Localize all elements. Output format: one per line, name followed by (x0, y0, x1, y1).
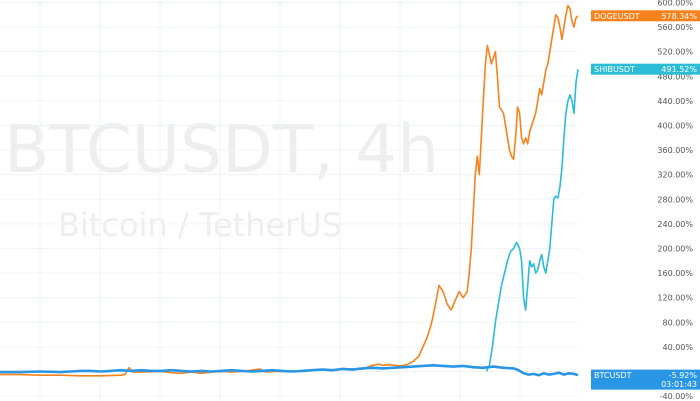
price-tag-btcusdt: BTCUSDT -5.92%03:01:43 (591, 369, 700, 390)
y-tick-label: 200.00% (657, 244, 693, 253)
y-tick-label: 480.00% (657, 72, 693, 81)
price-tag-bg (591, 369, 700, 390)
y-tick-label: 440.00% (657, 97, 693, 106)
series-lines (0, 4, 579, 377)
series-line-shibusdt (485, 69, 579, 372)
price-tags: DOGEUSDT 578.34% SHIBUSDT 491.52% BTCUSDT -5.… (591, 10, 700, 390)
series-line-btcusdt (0, 364, 579, 377)
price-tag-name: SHIBUSDT (594, 65, 635, 74)
price-tag-value: 491.52% (661, 65, 697, 74)
y-tick-label: 120.00% (657, 294, 693, 303)
price-tag-value: -5.92% (669, 371, 698, 380)
y-tick-label: 80.00% (662, 318, 693, 327)
price-tag-name: BTCUSDT (594, 371, 632, 380)
y-tick-label: 280.00% (657, 195, 693, 204)
y-axis: 600.00% 560.00% 520.00% 480.00% 440.00% 400.0… (657, 0, 693, 401)
watermark-description: Bitcoin / TetherUS (58, 206, 342, 244)
price-tag-dogeusdt: DOGEUSDT 578.34% (591, 10, 700, 22)
y-tick-label: 40.00% (662, 343, 693, 352)
y-tick-label: 600.00% (657, 0, 693, 7)
price-tag-value: 578.34% (661, 12, 697, 21)
y-tick-label: 240.00% (657, 220, 693, 229)
y-tick-label: -40.00% (660, 392, 694, 401)
watermark-symbol: BTCUSDT, 4h (4, 111, 439, 188)
series-line-dogeusdt (0, 4, 579, 377)
y-tick-label: 520.00% (657, 48, 693, 57)
y-tick-label: 320.00% (657, 171, 693, 180)
price-tag-shibusdt: SHIBUSDT 491.52% (591, 63, 700, 75)
price-tag-bg (591, 63, 700, 75)
price-tag-name: DOGEUSDT (594, 12, 640, 21)
price-tag-bg (591, 10, 700, 22)
y-tick-label: 360.00% (657, 146, 693, 155)
y-tick-label: 400.00% (657, 121, 693, 130)
y-tick-label: 160.00% (657, 269, 693, 278)
y-tick-label: 560.00% (657, 23, 693, 32)
price-tag-countdown: 03:01:43 (661, 380, 697, 389)
